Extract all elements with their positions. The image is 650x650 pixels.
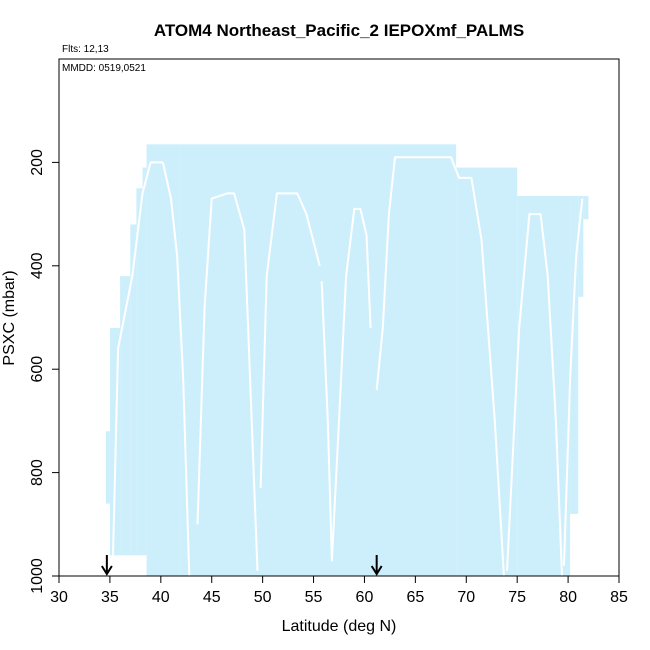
coverage-band [179,144,457,576]
flights-label: Flts: 12,13 [62,44,109,55]
profile-line [259,192,321,489]
x-tick-label: 45 [203,589,221,606]
profile-line [399,156,505,577]
y-axis-label: PSXC (mbar) [1,270,18,365]
x-tick-label: 75 [508,589,526,606]
x-tick-label: 65 [406,589,424,606]
marker-arrowhead [101,565,113,576]
x-tick-label: 35 [101,589,119,606]
x-tick-label: 40 [152,589,170,606]
x-tick-label: 60 [356,589,374,606]
coverage-band [456,167,518,576]
coverage-band [146,144,180,576]
x-tick-label: 85 [610,589,628,606]
y-tick-label: 600 [29,356,46,383]
coverage-band [136,188,143,556]
x-tick-label: 50 [254,589,272,606]
latitude-markers [101,555,383,576]
y-axis: 200 400 600 800 1000 [29,149,59,594]
profile-line [563,198,584,566]
coverage-band [142,167,147,556]
chart-title: ATOM4 Northeast_Pacific_2 IEPOXmf_PALMS [154,21,524,40]
profile-line [375,156,400,390]
profile-line [196,192,259,571]
coverage-band [105,431,110,504]
profile-lines [112,156,584,577]
coverage-band [570,196,579,514]
coverage-band [120,276,131,556]
x-tick-label: 70 [457,589,475,606]
marker-arrowhead [370,565,383,576]
coverage-band [583,196,589,220]
profile-line [112,161,163,556]
y-tick-label: 200 [29,149,46,176]
profile-line [320,207,372,562]
x-tick-label: 80 [559,589,577,606]
coverage-band [130,224,137,556]
coverage-band [578,196,584,297]
coverage-bands [105,144,589,576]
profile-line [161,162,191,577]
plot-area [105,144,589,577]
x-axis: 30 35 40 45 50 55 60 65 70 75 80 85 [50,576,628,606]
dates-label: MMDD: 0519,0521 [62,63,146,74]
y-tick-label: 400 [29,252,46,279]
y-tick-label: 800 [29,459,46,486]
x-axis-label: Latitude (deg N) [282,618,397,635]
x-tick-label: 30 [50,589,68,606]
profile-line [506,213,563,577]
x-tick-label: 55 [305,589,323,606]
plot-frame [58,58,620,577]
y-tick-label: 1000 [29,558,46,594]
